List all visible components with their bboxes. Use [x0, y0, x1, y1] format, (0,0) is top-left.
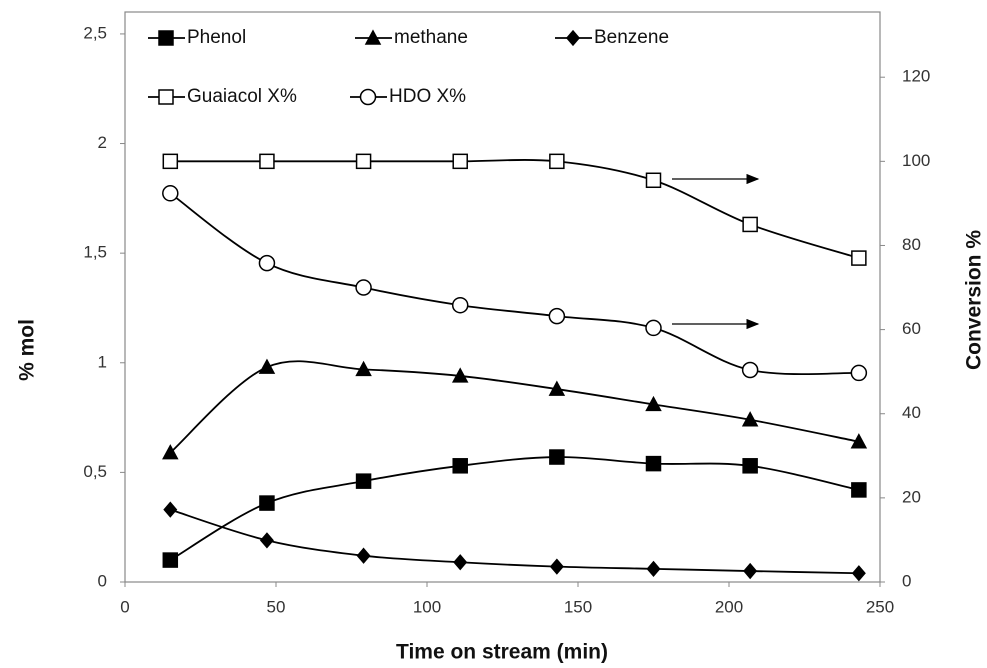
point	[162, 153, 179, 170]
point	[548, 307, 566, 325]
point	[355, 279, 372, 296]
legend-marker	[359, 88, 377, 106]
y-tick-label: 1	[98, 352, 107, 371]
point	[549, 449, 565, 465]
y-tick-label: 0	[98, 571, 107, 590]
x-tick-label: 200	[715, 597, 743, 616]
x-tick-label: 100	[413, 597, 441, 616]
y2-tick-label: 80	[902, 235, 921, 254]
point	[645, 319, 662, 337]
y-tick-label: 2,5	[83, 23, 107, 42]
point	[851, 482, 867, 498]
point	[452, 153, 468, 170]
legend-marker	[158, 30, 174, 46]
point	[851, 250, 867, 266]
point	[258, 358, 276, 374]
legend-marker	[364, 29, 382, 45]
legend-label: HDO X%	[389, 86, 466, 107]
point	[549, 558, 564, 575]
y-tick-label: 1,5	[83, 243, 107, 262]
point	[259, 532, 274, 549]
legend-label: methane	[394, 27, 468, 48]
point	[548, 380, 566, 396]
legend-marker	[158, 89, 174, 105]
point	[646, 560, 661, 577]
y-tick-label: 0,5	[83, 462, 107, 481]
point	[355, 360, 372, 377]
point	[742, 458, 758, 474]
point	[162, 444, 179, 460]
point	[259, 495, 275, 511]
point	[258, 254, 276, 272]
legend-marker	[566, 29, 580, 47]
series-line	[170, 159, 860, 259]
point	[163, 501, 178, 518]
x-tick-label: 50	[267, 597, 286, 616]
point	[451, 367, 469, 383]
point	[743, 562, 758, 580]
y2-tick-label: 60	[902, 319, 921, 338]
point	[549, 153, 565, 170]
y2-tick-label: 40	[902, 403, 921, 422]
point	[741, 411, 759, 427]
point	[453, 554, 468, 571]
y-tick-label: 2	[98, 133, 107, 152]
series-line	[170, 508, 859, 575]
point	[742, 216, 758, 233]
point	[355, 473, 372, 489]
plot-frame	[124, 11, 881, 583]
point	[850, 364, 868, 382]
point	[645, 455, 662, 472]
point	[645, 395, 662, 412]
y2-axis-label: Conversion %	[963, 230, 986, 370]
point	[851, 565, 866, 582]
point	[356, 547, 371, 564]
point	[355, 153, 372, 170]
x-axis-label: Time on stream (min)	[396, 641, 608, 664]
x-tick-label: 150	[564, 597, 592, 616]
point	[452, 458, 468, 474]
y2-tick-label: 120	[902, 67, 930, 86]
point	[451, 296, 469, 314]
point	[259, 153, 275, 170]
legend-label: Guaiacol X%	[187, 86, 297, 107]
y2-tick-label: 0	[902, 571, 911, 590]
x-tick-label: 0	[120, 597, 129, 616]
point	[645, 172, 662, 189]
legend-label: Phenol	[187, 27, 246, 48]
point	[162, 552, 179, 568]
point	[162, 185, 179, 202]
x-tick-label: 250	[866, 597, 894, 616]
y-axis-label: % mol	[16, 319, 39, 381]
point	[850, 433, 868, 449]
y2-tick-label: 100	[902, 151, 930, 170]
point	[741, 361, 759, 379]
y2-tick-label: 20	[902, 487, 921, 506]
legend-label: Benzene	[594, 27, 669, 48]
